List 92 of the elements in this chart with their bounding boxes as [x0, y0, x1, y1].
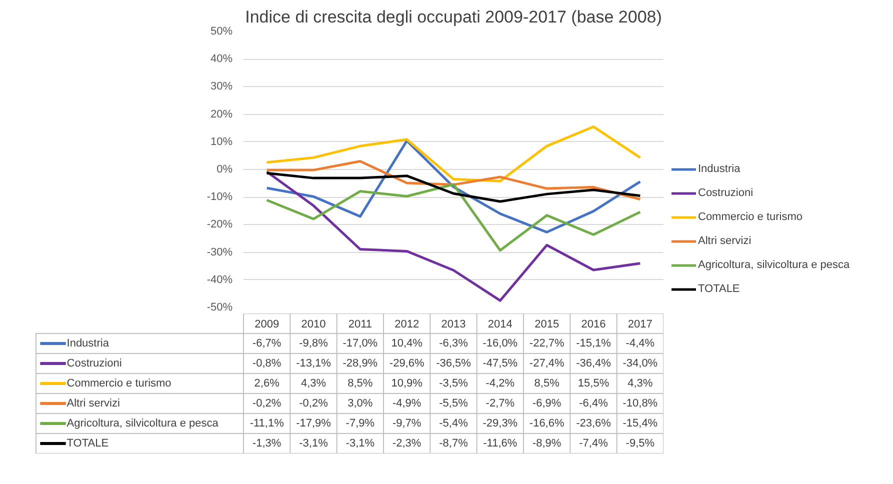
- text: Altri servizi: [66, 398, 120, 410]
- data-label: -7,4%: [579, 438, 608, 450]
- text: Commercio e turismo: [66, 378, 172, 390]
- y-tick-label: -30%: [206, 246, 233, 258]
- data-label: -17,9%: [296, 418, 332, 430]
- legend-label: Industria: [698, 163, 740, 175]
- data-label: 3,0%: [348, 398, 373, 410]
- line-series: [266, 160, 642, 201]
- data-label: -2,7%: [486, 398, 515, 410]
- data-label: -11,6%: [483, 438, 518, 450]
- y-tick-label: 50%: [210, 26, 233, 38]
- x-tick-label: 2015: [534, 318, 560, 330]
- data-label: -23,6%: [576, 418, 612, 430]
- data-label: -0,2%: [252, 398, 282, 410]
- data-label: -13,1%: [296, 358, 332, 370]
- data-label: -3,5%: [439, 378, 468, 390]
- data-label: -6,7%: [252, 338, 282, 350]
- data-label: -27,4%: [529, 358, 564, 370]
- x-tick-label: 2014: [488, 318, 512, 330]
- data-label: -16,6%: [529, 418, 564, 430]
- y-tick-label: -10%: [206, 191, 233, 204]
- data-label: -15,4%: [622, 418, 658, 430]
- line-series: [266, 183, 642, 252]
- data-label: -29,6%: [389, 358, 424, 370]
- x-tick-label: 2011: [348, 318, 372, 330]
- legend-label: Costruzioni: [698, 187, 754, 199]
- data-label: -10,8%: [622, 398, 658, 410]
- text: Costruzioni: [66, 358, 122, 370]
- x-tick-label: 2009: [254, 318, 280, 330]
- data-label: -0,8%: [252, 358, 282, 370]
- data-label: 4,3%: [628, 378, 653, 390]
- data-label: -22,7%: [529, 338, 564, 350]
- data-label: -3,1%: [299, 438, 328, 450]
- x-tick-label: 2016: [581, 318, 606, 330]
- data-label: -28,9%: [342, 358, 378, 370]
- legend-label: TOTALE: [698, 283, 740, 295]
- data-label: -5,5%: [439, 398, 468, 410]
- data-label: -4,2%: [486, 378, 515, 390]
- data-label: 10,9%: [391, 378, 423, 390]
- y-tick-label: -50%: [206, 302, 233, 314]
- data-label: -29,3%: [482, 418, 518, 430]
- data-label: -8,7%: [439, 438, 468, 450]
- data-label: 8,5%: [348, 378, 373, 390]
- data-label: -2,3%: [392, 438, 422, 450]
- data-label: -9,5%: [626, 438, 655, 450]
- x-tick-label: 2010: [301, 318, 326, 330]
- data-label: -36,4%: [576, 358, 612, 370]
- data-label: -11,1%: [250, 418, 284, 430]
- data-label: -6,4%: [579, 398, 608, 410]
- data-label: 4,3%: [300, 378, 326, 390]
- y-tick-label: 20%: [210, 108, 233, 120]
- data-label: 15,5%: [578, 378, 610, 390]
- data-label: -3,1%: [346, 438, 375, 450]
- data-label: -6,9%: [532, 398, 562, 410]
- data-label: -6,3%: [439, 338, 468, 350]
- y-tick-label: -20%: [206, 218, 233, 231]
- data-label: -0,2%: [299, 398, 328, 410]
- y-tick-label: 30%: [210, 80, 233, 93]
- x-tick-label: 2012: [394, 318, 420, 330]
- data-label: 10,4%: [391, 338, 423, 350]
- legend-label: Commercio e turismo: [698, 211, 803, 223]
- data-label: -9,8%: [299, 338, 328, 350]
- text: TOTALE: [66, 438, 109, 450]
- data-label: -4,9%: [392, 398, 422, 410]
- y-tick-label: -40%: [206, 274, 233, 286]
- y-tick-label: 40%: [210, 53, 233, 66]
- data-label: -8,9%: [532, 438, 562, 450]
- data-label: 8,5%: [534, 378, 560, 390]
- data-label: -36,5%: [436, 358, 472, 370]
- line-series: [266, 172, 642, 203]
- text: Industria: [66, 338, 109, 350]
- data-label: -4,4%: [626, 338, 655, 350]
- data-label: -17,0%: [342, 338, 378, 350]
- line-series: [266, 125, 642, 182]
- data-label: -15,1%: [576, 338, 612, 350]
- chart-title: Indice di crescita degli occupati 2009-2017 (base 2008): [245, 8, 662, 26]
- data-label: -47,5%: [482, 358, 518, 370]
- legend-label: Agricoltura, silvicoltura e pesca: [698, 259, 850, 271]
- legend-label: Altri servizi: [698, 235, 752, 247]
- y-tick-label: 0%: [216, 164, 233, 176]
- text: Agricoltura, silvicoltura e pesca: [66, 418, 218, 430]
- x-tick-label: 2013: [441, 318, 466, 330]
- data-label: -9,7%: [392, 418, 422, 430]
- data-label: -5,4%: [439, 418, 468, 430]
- data-label: -34,0%: [622, 358, 658, 370]
- line-series: [266, 170, 642, 302]
- y-tick-label: 10%: [210, 136, 233, 148]
- data-label: -1,3%: [252, 438, 282, 450]
- x-tick-label: 2017: [628, 318, 652, 330]
- data-label: -16,0%: [482, 338, 518, 350]
- data-label: 2,6%: [254, 378, 280, 390]
- data-label: -7,9%: [346, 418, 375, 430]
